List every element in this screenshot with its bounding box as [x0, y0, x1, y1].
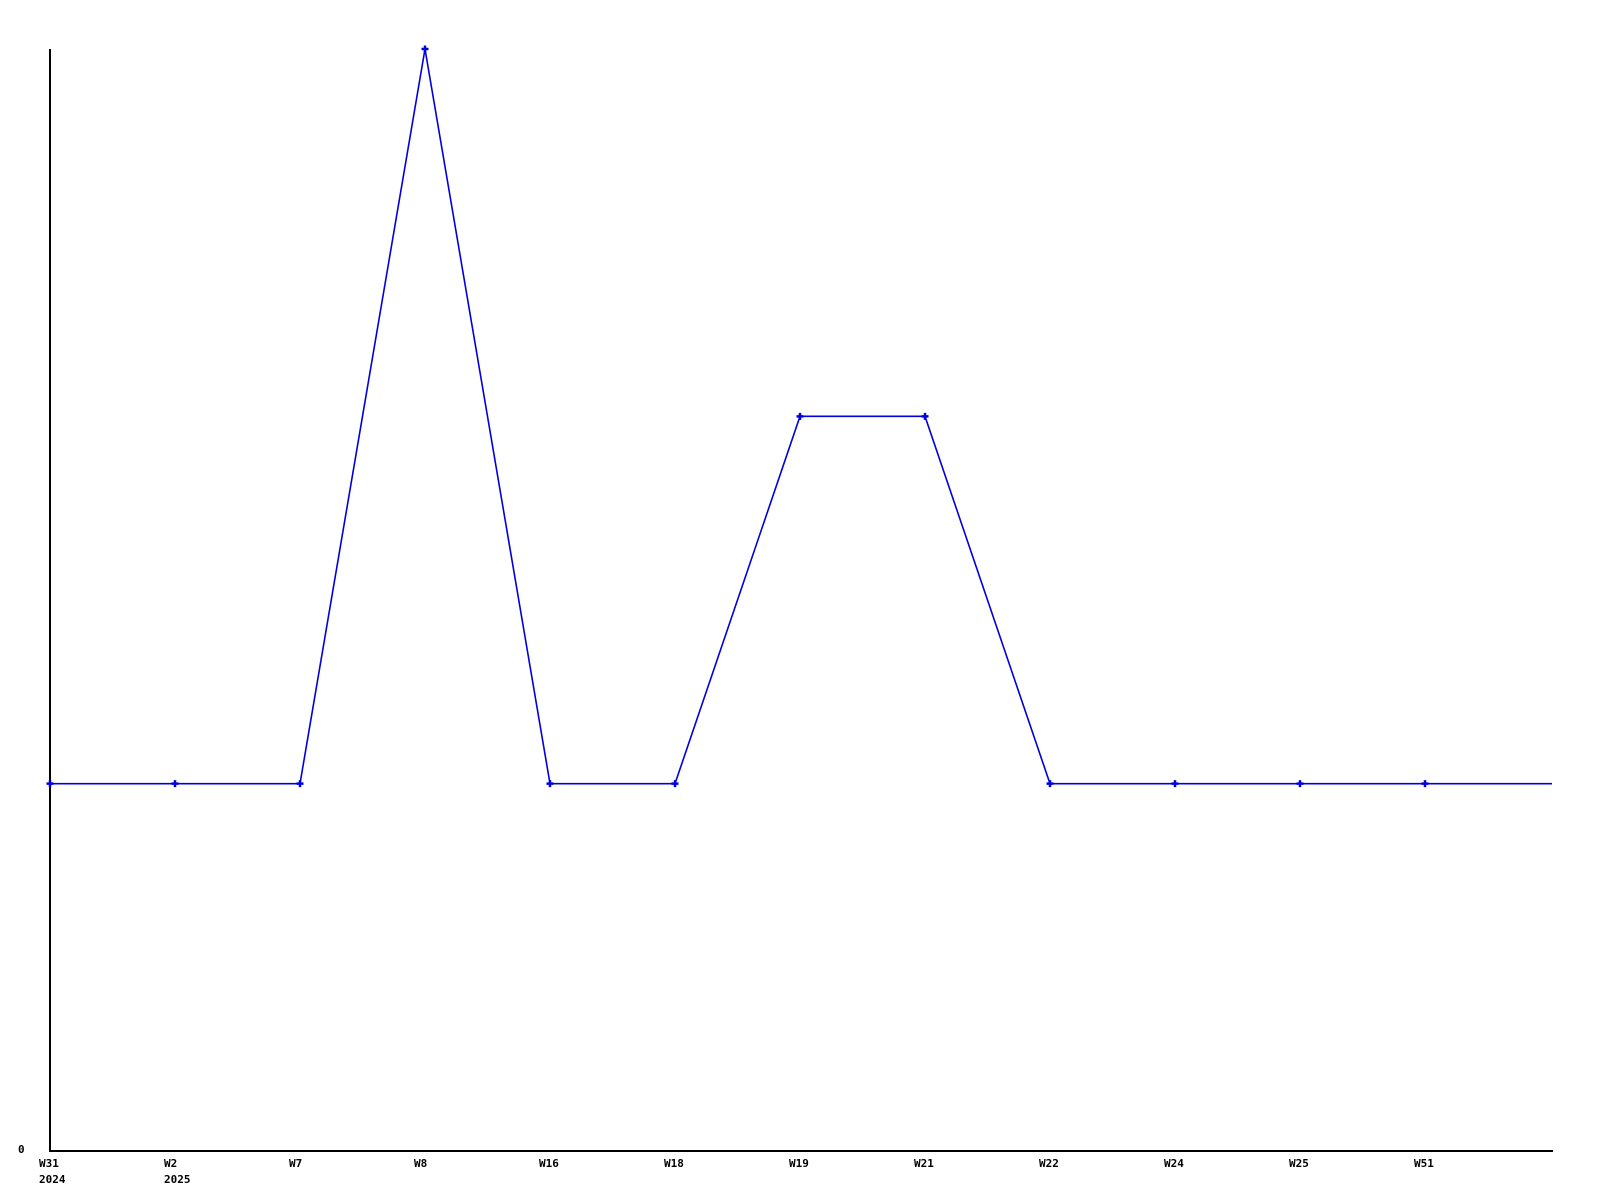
data-point-marker	[46, 780, 54, 788]
x-tick-week-label: W25	[1289, 1157, 1309, 1170]
x-tick-week-label: W22	[1039, 1157, 1059, 1170]
x-tick-label: W19	[789, 1156, 809, 1172]
x-tick-year-label: 2024	[39, 1173, 66, 1186]
x-tick-week-label: W18	[664, 1157, 684, 1170]
x-tick-label: W51	[1414, 1156, 1434, 1172]
data-point-marker	[296, 780, 304, 788]
x-tick-year-label: 2025	[164, 1173, 191, 1186]
x-tick-week-label: W24	[1164, 1157, 1184, 1170]
x-tick-label: W16	[539, 1156, 559, 1172]
x-tick-week-label: W2	[164, 1157, 178, 1170]
data-point-marker	[671, 780, 679, 788]
x-tick-week-label: W8	[414, 1157, 428, 1170]
data-point-marker	[1046, 780, 1054, 788]
x-tick-label: W22	[1039, 1156, 1059, 1172]
x-tick-week-label: W31	[39, 1157, 59, 1170]
data-point-marker	[1421, 780, 1429, 788]
data-point-marker	[1171, 780, 1179, 788]
axes	[49, 49, 1553, 1152]
data-point-marker	[171, 780, 179, 788]
x-tick-label: W8	[414, 1156, 427, 1172]
x-tick-week-label: W7	[289, 1157, 303, 1170]
data-point-marker	[796, 412, 804, 420]
x-tick-label: W25	[1289, 1156, 1309, 1172]
data-point-marker	[921, 412, 929, 420]
x-tick-label: W21	[914, 1156, 934, 1172]
x-tick-label: W31 2024	[39, 1156, 66, 1188]
data-point-marker	[421, 45, 429, 53]
x-tick-label: W2 2025	[164, 1156, 191, 1188]
x-tick-week-label: W51	[1414, 1157, 1434, 1170]
x-tick-label: W24	[1164, 1156, 1184, 1172]
x-tick-week-label: W19	[789, 1157, 809, 1170]
data-point-marker	[1296, 780, 1304, 788]
data-point-marker	[546, 780, 554, 788]
x-tick-label: W7	[289, 1156, 302, 1172]
x-tick-label: W18	[664, 1156, 684, 1172]
y-axis-zero-label: 0	[18, 1143, 25, 1156]
x-tick-week-label: W21	[914, 1157, 934, 1170]
x-tick-week-label: W16	[539, 1157, 559, 1170]
